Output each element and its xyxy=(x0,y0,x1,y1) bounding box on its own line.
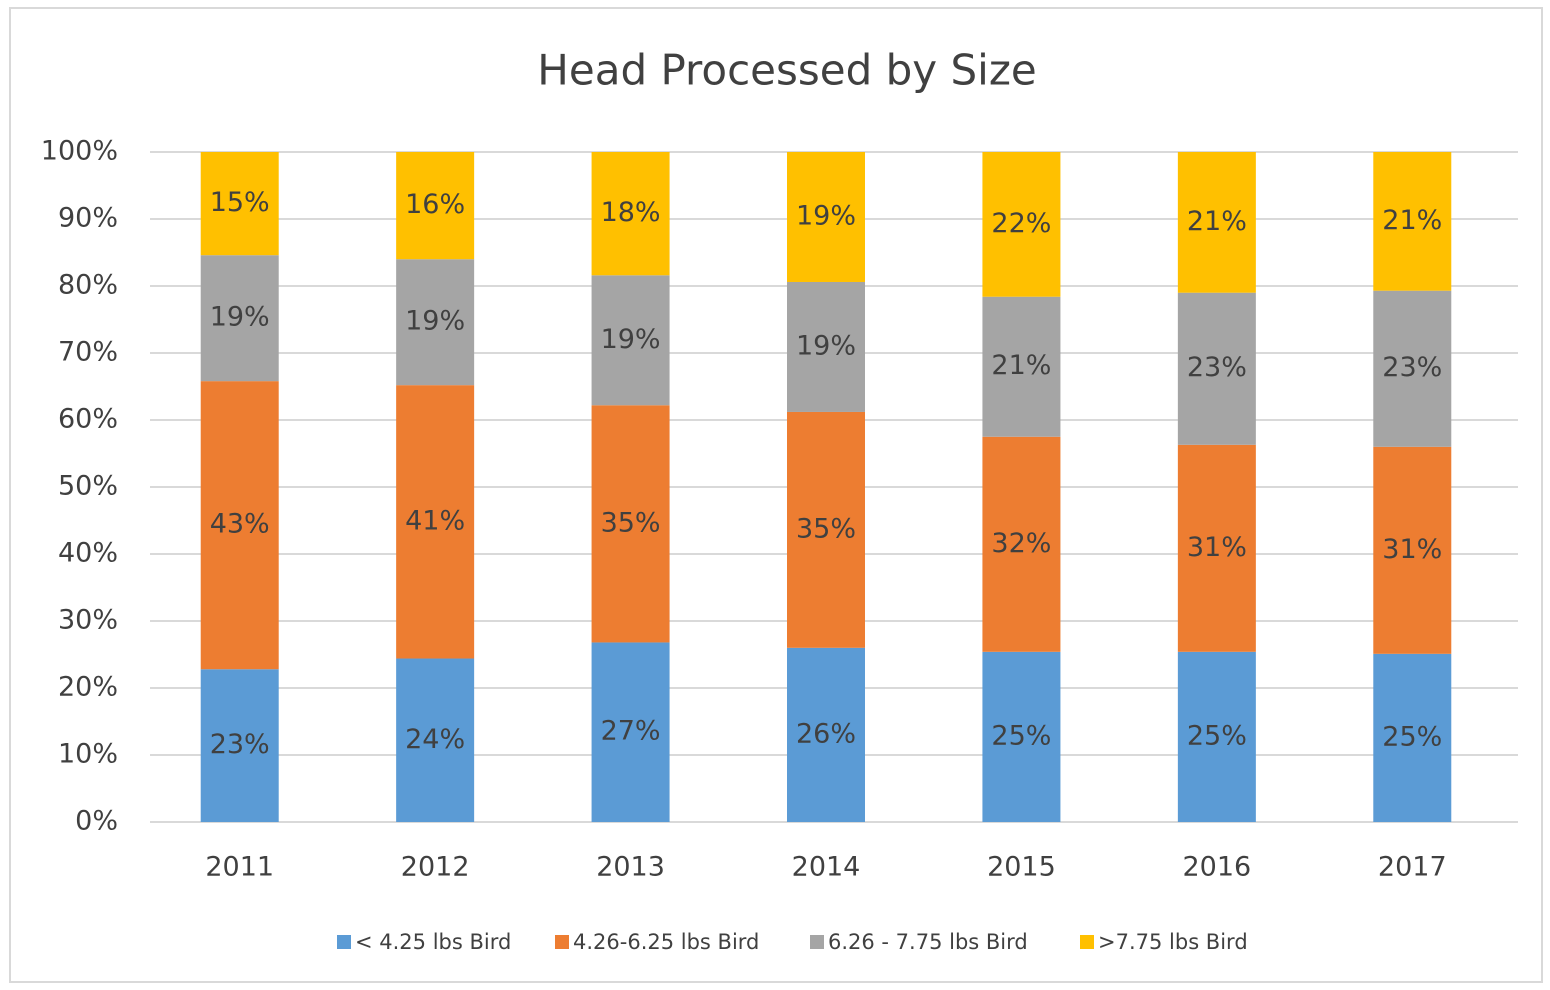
bar-segment xyxy=(591,275,670,406)
y-tick-label: 10% xyxy=(58,739,118,770)
data-label: 31% xyxy=(1187,532,1247,563)
y-tick-label: 0% xyxy=(75,806,118,837)
data-label: 23% xyxy=(1187,352,1247,383)
y-tick-label: 30% xyxy=(58,605,118,636)
legend-label: 6.26 - 7.75 lbs Bird xyxy=(828,930,1028,954)
data-label: 23% xyxy=(1382,352,1442,383)
x-tick-label: 2014 xyxy=(792,852,861,883)
bar-segment xyxy=(1177,292,1256,445)
y-tick-label: 40% xyxy=(58,538,118,569)
data-label: 26% xyxy=(796,718,856,749)
bar-segment xyxy=(1373,653,1452,822)
legend-swatch xyxy=(810,935,824,949)
legend-swatch xyxy=(337,935,351,949)
data-label: 24% xyxy=(405,724,465,755)
bar-segment xyxy=(396,152,475,260)
data-label: 19% xyxy=(210,302,270,333)
data-label: 23% xyxy=(210,729,270,760)
bar-segment xyxy=(787,647,865,822)
data-label: 27% xyxy=(601,716,661,747)
data-label: 15% xyxy=(210,187,270,218)
x-tick-label: 2013 xyxy=(596,852,665,883)
bar-segment xyxy=(200,152,279,256)
data-label: 41% xyxy=(405,505,465,536)
data-label: 16% xyxy=(405,189,465,220)
bar-segment xyxy=(982,436,1061,652)
x-tick-label: 2015 xyxy=(987,852,1056,883)
bar-segment xyxy=(591,152,670,276)
data-label: 25% xyxy=(1382,721,1442,752)
data-label: 19% xyxy=(601,324,661,355)
data-label: 19% xyxy=(796,200,856,231)
legend-label: 4.26-6.25 lbs Bird xyxy=(573,930,759,954)
bar-segment xyxy=(1373,290,1452,447)
bar-segment xyxy=(396,658,475,822)
y-tick-label: 90% xyxy=(58,203,118,234)
legend-swatch xyxy=(555,935,569,949)
data-label: 25% xyxy=(1187,720,1247,751)
y-tick-label: 80% xyxy=(58,270,118,301)
x-tick-label: 2016 xyxy=(1182,852,1251,883)
data-label: 31% xyxy=(1382,534,1442,565)
x-tick-label: 2017 xyxy=(1378,852,1447,883)
bar-segment xyxy=(200,669,279,822)
data-label: 19% xyxy=(405,306,465,337)
legend-swatch xyxy=(1080,935,1094,949)
data-label: 19% xyxy=(796,330,856,361)
bar-segment xyxy=(982,296,1061,437)
y-tick-label: 20% xyxy=(58,672,118,703)
bar-segment xyxy=(1373,152,1452,291)
bar-segment xyxy=(1373,446,1452,654)
bar-segment xyxy=(787,411,865,648)
bar-segment xyxy=(200,255,279,382)
chart-title: Head Processed by Size xyxy=(537,46,1036,95)
data-label: 21% xyxy=(1382,205,1442,236)
data-label: 21% xyxy=(1187,206,1247,237)
data-label: 32% xyxy=(991,528,1051,559)
bar-segment xyxy=(396,259,475,386)
y-tick-label: 100% xyxy=(41,136,118,167)
bar-segment xyxy=(787,281,865,412)
bar-segment xyxy=(396,385,475,659)
x-tick-label: 2012 xyxy=(401,852,470,883)
bar-segment xyxy=(591,642,670,822)
bar-segment xyxy=(1177,444,1256,652)
y-tick-label: 70% xyxy=(58,337,118,368)
legend-label: < 4.25 lbs Bird xyxy=(355,930,511,954)
legend-label: >7.75 lbs Bird xyxy=(1098,930,1248,954)
bar-segment xyxy=(982,651,1061,822)
x-tick-label: 2011 xyxy=(205,852,274,883)
data-label: 25% xyxy=(991,720,1051,751)
data-label: 35% xyxy=(796,513,856,544)
data-label: 22% xyxy=(991,208,1051,239)
y-tick-label: 60% xyxy=(58,404,118,435)
data-label: 21% xyxy=(991,350,1051,381)
data-label: 18% xyxy=(601,197,661,228)
data-label: 43% xyxy=(210,509,270,540)
data-label: 35% xyxy=(601,507,661,538)
bar-segment xyxy=(200,381,279,670)
bar-segment xyxy=(982,152,1061,297)
bar-segment xyxy=(591,405,670,643)
bar-segment xyxy=(787,152,865,282)
bar-segment xyxy=(1177,152,1256,293)
bar-segment xyxy=(1177,651,1256,822)
y-tick-label: 50% xyxy=(58,471,118,502)
